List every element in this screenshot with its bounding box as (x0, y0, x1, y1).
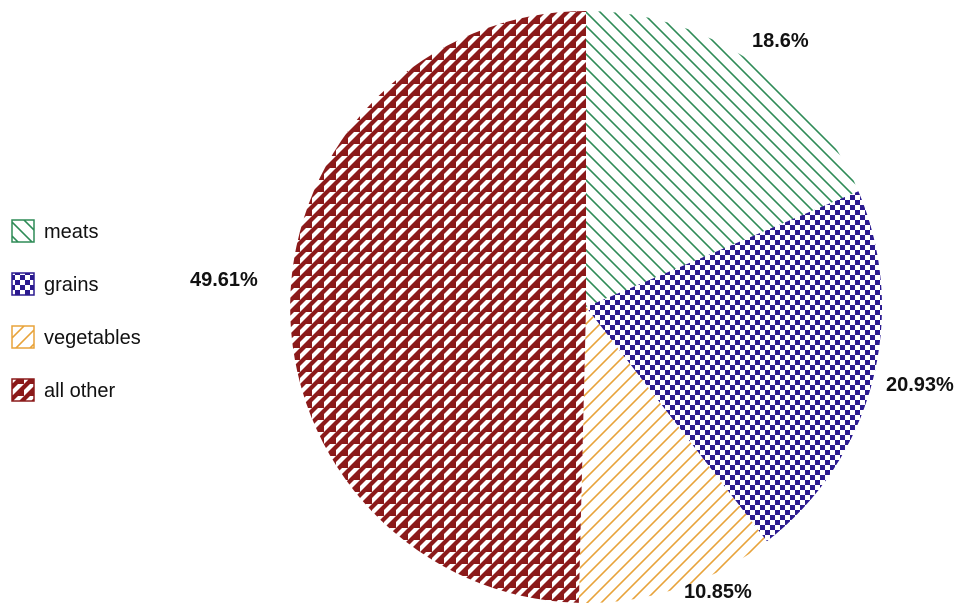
legend-swatch-meats (11, 219, 35, 243)
legend-item-meats: meats (11, 219, 98, 243)
legend-item-vegetables: vegetables (11, 325, 141, 349)
pie-slice-grains (586, 191, 882, 542)
legend-item-all-other: all other (11, 378, 115, 402)
data-label-vegetables: 10.85% (684, 581, 752, 603)
data-label-grains: 20.93% (886, 374, 954, 396)
pie-slice-all-other (290, 11, 586, 603)
legend: meats grains vegetables all other (11, 219, 141, 402)
data-label-meats: 18.6% (752, 30, 809, 52)
legend-swatch-all-other (11, 378, 35, 402)
legend-label-vegetables: vegetables (44, 327, 141, 349)
legend-swatch-grains (11, 272, 35, 296)
pie-slice-meats (586, 11, 859, 307)
legend-label-meats: meats (44, 221, 98, 243)
pie-slice-vegetables (578, 307, 767, 603)
legend-swatch-vegetables (11, 325, 35, 349)
legend-label-grains: grains (44, 274, 98, 296)
data-label-all-other: 49.61% (190, 269, 258, 291)
legend-label-all-other: all other (44, 380, 115, 402)
pie-slices (290, 11, 882, 603)
legend-item-grains: grains (11, 272, 98, 296)
pie-data-labels: 18.6% 20.93% 10.85% 49.61% (190, 30, 954, 603)
